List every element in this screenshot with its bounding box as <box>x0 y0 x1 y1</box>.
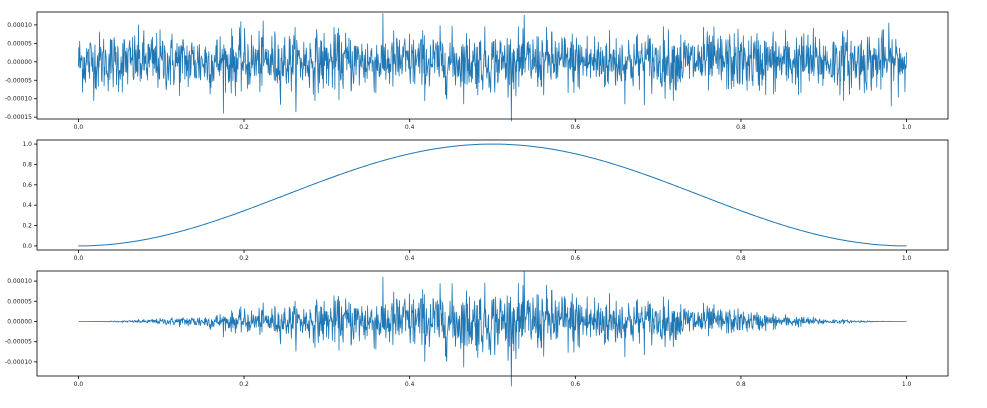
x-tick-label: 1.0 <box>902 124 912 131</box>
y-tick-label: 0.00005 <box>7 298 32 305</box>
y-tick-label: 0.6 <box>22 182 32 189</box>
y-tick-label: -0.00010 <box>5 359 32 366</box>
y-tick-label: -0.00005 <box>5 339 32 346</box>
x-tick-label: 0.2 <box>239 381 249 388</box>
x-tick-label: 0.6 <box>571 124 581 131</box>
y-tick-label: 0.00005 <box>7 40 32 47</box>
y-tick-label: 0.00010 <box>7 278 32 285</box>
axes-frame <box>36 11 949 120</box>
axes-frame <box>36 139 949 251</box>
x-tick-label: 0.4 <box>405 381 415 388</box>
axes-frame <box>36 270 949 377</box>
x-tick-label: 0.8 <box>736 255 746 262</box>
y-tick-label: 0.0 <box>22 243 32 250</box>
y-tick-label: 0.00000 <box>7 59 32 66</box>
x-tick-label: 0.2 <box>239 255 249 262</box>
y-tick-label: 0.4 <box>22 202 32 209</box>
x-tick-label: 0.0 <box>74 381 84 388</box>
x-tick-label: 0.0 <box>74 255 84 262</box>
axes-panel-3: 0.0 0.2 0.4 0.6 0.8 1.0 0.00010 0.00005 0.00000 -… <box>5 270 949 388</box>
y-tick-label: 0.00000 <box>7 318 32 325</box>
x-tick-label: 0.4 <box>405 255 415 262</box>
x-tick-label: 0.8 <box>736 124 746 131</box>
y-tick-label: -0.00010 <box>5 96 32 103</box>
series-line-1-1 <box>78 13 907 122</box>
x-tick-label: 0.6 <box>571 255 581 262</box>
x-tick-label: 0.4 <box>405 124 415 131</box>
y-tick-label: 0.8 <box>22 161 32 168</box>
x-tick-label: 0.0 <box>74 124 84 131</box>
series-line-3-1 <box>78 270 907 387</box>
x-tick-label: 0.6 <box>571 381 581 388</box>
x-tick-label: 1.0 <box>902 381 912 388</box>
y-tick-label: 1.0 <box>22 141 32 148</box>
y-tick-label: -0.00015 <box>5 114 32 121</box>
y-tick-label: 0.00010 <box>7 22 32 29</box>
y-tick-label: 0.2 <box>22 223 32 230</box>
axes-panel-1: 0.0 0.2 0.4 0.6 0.8 1.0 0.00010 0.00005 0.00000 -… <box>5 11 949 131</box>
y-tick-label: -0.00005 <box>5 77 32 84</box>
axes-panel-2: 0.0 0.2 0.4 0.6 0.8 1.0 1.0 0.8 0.6 0.4 0.2 0.0 <box>22 139 949 262</box>
x-tick-label: 0.8 <box>736 381 746 388</box>
series-line-2-1 <box>78 143 907 247</box>
x-tick-label: 1.0 <box>902 255 912 262</box>
x-tick-label: 0.2 <box>239 124 249 131</box>
